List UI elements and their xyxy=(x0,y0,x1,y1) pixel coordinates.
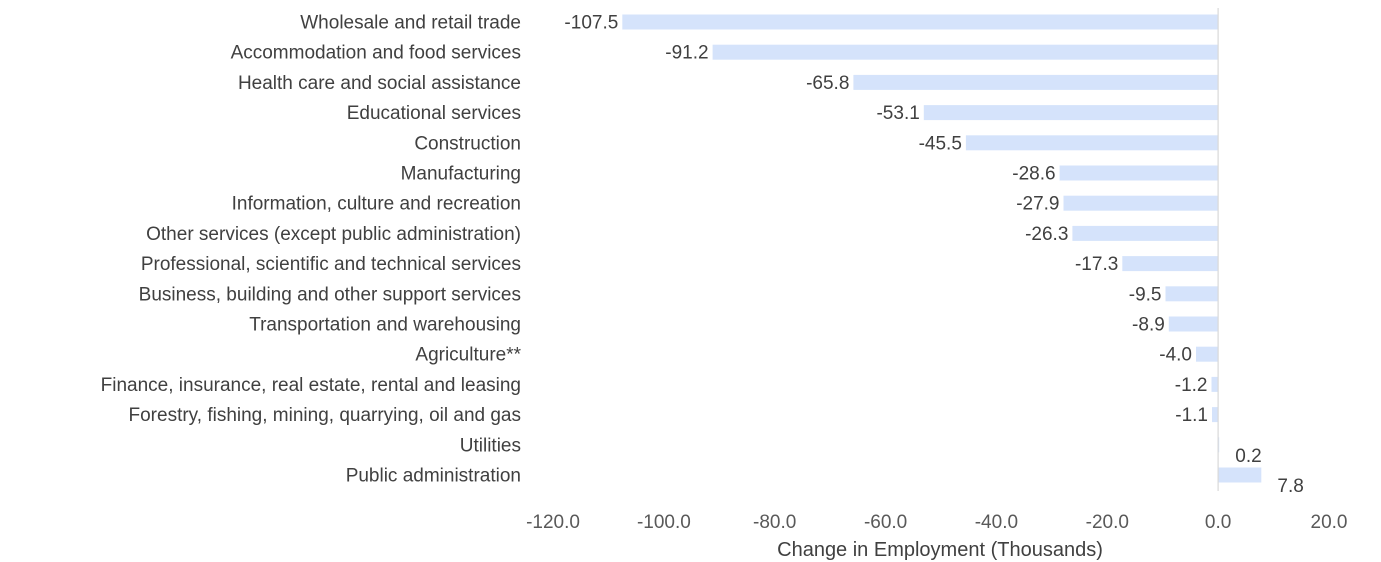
bar-3 xyxy=(923,105,1219,121)
bar-5 xyxy=(1059,165,1219,181)
category-label-8: Professional, scientific and technical s… xyxy=(141,254,521,275)
category-label-9: Business, building and other support ser… xyxy=(139,284,521,305)
value-label-4: -45.5 xyxy=(919,133,962,154)
x-tick-label-5: -20.0 xyxy=(1086,512,1129,533)
bar-15 xyxy=(1218,467,1262,483)
bar-12 xyxy=(1211,376,1219,392)
x-tick-label-4: -40.0 xyxy=(975,512,1018,533)
value-label-8: -17.3 xyxy=(1075,254,1118,275)
category-label-14: Utilities xyxy=(460,435,521,456)
x-tick-label-1: -100.0 xyxy=(637,512,691,533)
category-label-4: Construction xyxy=(414,133,521,154)
category-label-15: Public administration xyxy=(346,466,521,487)
bar-6 xyxy=(1063,195,1219,211)
value-label-1: -91.2 xyxy=(665,43,708,64)
category-label-13: Forestry, fishing, mining, quarrying, oi… xyxy=(129,405,522,426)
value-label-10: -8.9 xyxy=(1132,315,1165,336)
value-label-15: 7.8 xyxy=(1277,476,1303,497)
category-label-6: Information, culture and recreation xyxy=(232,194,521,215)
value-label-13: -1.1 xyxy=(1175,405,1208,426)
x-tick-label-3: -60.0 xyxy=(864,512,907,533)
bar-2 xyxy=(853,74,1219,90)
value-label-3: -53.1 xyxy=(876,103,919,124)
bar-4 xyxy=(965,135,1219,151)
category-labels: Wholesale and retail trade Accommodation … xyxy=(101,13,522,487)
bar-10 xyxy=(1168,316,1219,332)
x-tick-label-7: 20.0 xyxy=(1311,512,1348,533)
x-axis-tick-labels: -120.0 -100.0 -80.0 -60.0 -40.0 -20.0 0.0 20.0 xyxy=(526,512,1347,533)
x-tick-label-0: -120.0 xyxy=(526,512,580,533)
category-label-11: Agriculture** xyxy=(415,345,521,366)
value-label-2: -65.8 xyxy=(806,73,849,94)
value-label-7: -26.3 xyxy=(1025,224,1068,245)
bar-8 xyxy=(1122,256,1219,272)
bar-13 xyxy=(1212,407,1219,423)
category-label-12: Finance, insurance, real estate, rental … xyxy=(101,375,521,396)
category-label-5: Manufacturing xyxy=(401,164,521,185)
category-label-10: Transportation and warehousing xyxy=(249,315,521,336)
bar-9 xyxy=(1165,286,1219,302)
bar-7 xyxy=(1072,225,1219,241)
value-label-9: -9.5 xyxy=(1129,284,1162,305)
value-label-0: -107.5 xyxy=(564,13,618,34)
value-labels: -107.5 -91.2 -65.8 -53.1-45.5 -28.6 -27.9 -26.… xyxy=(564,13,1303,498)
value-label-12: -1.2 xyxy=(1175,375,1208,396)
value-label-6: -27.9 xyxy=(1016,194,1059,215)
category-label-7: Other services (except public administra… xyxy=(146,224,521,245)
x-tick-label-6: 0.0 xyxy=(1205,512,1231,533)
category-label-0: Wholesale and retail trade xyxy=(300,13,521,34)
bar-1 xyxy=(712,44,1219,60)
category-label-1: Accommodation and food services xyxy=(231,43,521,64)
x-tick-label-2: -80.0 xyxy=(753,512,796,533)
category-label-2: Health care and social assistance xyxy=(238,73,521,94)
value-label-14: 0.2 xyxy=(1235,446,1261,467)
value-label-5: -28.6 xyxy=(1012,164,1055,185)
category-label-3: Educational services xyxy=(347,103,521,124)
bar-11 xyxy=(1196,346,1219,362)
bar-0 xyxy=(622,14,1219,30)
value-label-11: -4.0 xyxy=(1159,345,1192,366)
bars-layer xyxy=(622,14,1262,483)
x-axis-title: Change in Employment (Thousands) xyxy=(777,539,1103,561)
